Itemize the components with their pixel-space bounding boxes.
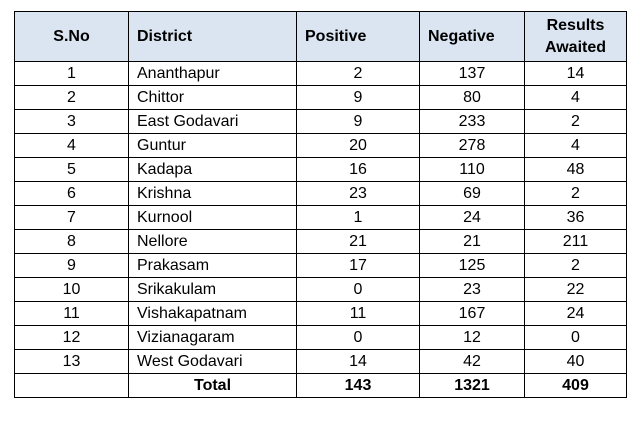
table-footer: Total 143 1321 409 [14,373,627,398]
cell-positive: 9 [296,109,420,134]
cell-results-awaited: 2 [524,109,627,134]
total-label: Total [128,373,297,398]
cell-district: Prakasam [128,253,297,278]
cell-results-awaited: 0 [524,325,627,350]
table-row: 8 Nellore 21 21 211 [14,229,627,254]
total-positive: 143 [296,373,420,398]
cell-sno: 8 [14,229,129,254]
cell-district: Vishakapatnam [128,301,297,326]
cell-positive: 0 [296,325,420,350]
cell-results-awaited: 4 [524,133,627,158]
header-negative: Negative [419,11,525,62]
cell-negative: 12 [419,325,525,350]
cell-district: Krishna [128,181,297,206]
cell-negative: 69 [419,181,525,206]
cell-negative: 24 [419,205,525,230]
header-results-awaited: Results Awaited [524,11,627,62]
cell-negative: 80 [419,85,525,110]
table-header: S.No District Positive Negative Results … [14,11,627,62]
cell-negative: 110 [419,157,525,182]
cell-results-awaited: 48 [524,157,627,182]
cell-results-awaited: 40 [524,349,627,374]
total-negative: 1321 [419,373,525,398]
cell-sno: 4 [14,133,129,158]
cell-results-awaited: 211 [524,229,627,254]
header-sno: S.No [14,11,129,62]
cell-district: Kadapa [128,157,297,182]
cell-positive: 16 [296,157,420,182]
cell-positive: 2 [296,61,420,86]
cell-negative: 21 [419,229,525,254]
cell-district: Srikakulam [128,277,297,302]
table-row: 12 Vizianagaram 0 12 0 [14,325,627,350]
table-body: 1 Ananthapur 2 137 14 2 Chittor 9 80 4 3 East Godav… [14,61,627,374]
cell-negative: 137 [419,61,525,86]
cell-sno: 12 [14,325,129,350]
cell-district: East Godavari [128,109,297,134]
cell-sno: 2 [14,85,129,110]
cell-district: Nellore [128,229,297,254]
cell-results-awaited: 2 [524,181,627,206]
cell-positive: 1 [296,205,420,230]
table-row: 1 Ananthapur 2 137 14 [14,61,627,86]
cell-negative: 233 [419,109,525,134]
header-district: District [128,11,297,62]
district-results-table-container: S.No District Positive Negative Results … [14,11,627,398]
cell-sno: 11 [14,301,129,326]
table-row: 13 West Godavari 14 42 40 [14,349,627,374]
cell-sno: 13 [14,349,129,374]
header-row: S.No District Positive Negative Results … [14,11,627,62]
cell-positive: 20 [296,133,420,158]
table-row: 10 Srikakulam 0 23 22 [14,277,627,302]
cell-negative: 278 [419,133,525,158]
cell-positive: 21 [296,229,420,254]
total-results-awaited: 409 [524,373,627,398]
table-row: 9 Prakasam 17 125 2 [14,253,627,278]
cell-results-awaited: 22 [524,277,627,302]
total-sno-cell [14,373,129,398]
header-positive: Positive [296,11,420,62]
cell-positive: 17 [296,253,420,278]
cell-sno: 6 [14,181,129,206]
table-row: 3 East Godavari 9 233 2 [14,109,627,134]
cell-results-awaited: 2 [524,253,627,278]
table-row: 2 Chittor 9 80 4 [14,85,627,110]
table-row: 6 Krishna 23 69 2 [14,181,627,206]
table-row: 7 Kurnool 1 24 36 [14,205,627,230]
district-results-table: S.No District Positive Negative Results … [14,11,627,398]
cell-district: Guntur [128,133,297,158]
cell-district: Ananthapur [128,61,297,86]
cell-district: Vizianagaram [128,325,297,350]
cell-sno: 9 [14,253,129,278]
cell-negative: 42 [419,349,525,374]
cell-positive: 9 [296,85,420,110]
cell-results-awaited: 14 [524,61,627,86]
cell-positive: 23 [296,181,420,206]
cell-results-awaited: 4 [524,85,627,110]
cell-results-awaited: 24 [524,301,627,326]
cell-district: West Godavari [128,349,297,374]
cell-sno: 1 [14,61,129,86]
table-row: 11 Vishakapatnam 11 167 24 [14,301,627,326]
cell-positive: 14 [296,349,420,374]
cell-sno: 10 [14,277,129,302]
cell-negative: 125 [419,253,525,278]
cell-positive: 11 [296,301,420,326]
cell-negative: 23 [419,277,525,302]
cell-positive: 0 [296,277,420,302]
cell-sno: 5 [14,157,129,182]
total-row: Total 143 1321 409 [14,373,627,398]
cell-sno: 7 [14,205,129,230]
cell-district: Chittor [128,85,297,110]
cell-district: Kurnool [128,205,297,230]
cell-results-awaited: 36 [524,205,627,230]
table-row: 5 Kadapa 16 110 48 [14,157,627,182]
cell-negative: 167 [419,301,525,326]
table-row: 4 Guntur 20 278 4 [14,133,627,158]
cell-sno: 3 [14,109,129,134]
